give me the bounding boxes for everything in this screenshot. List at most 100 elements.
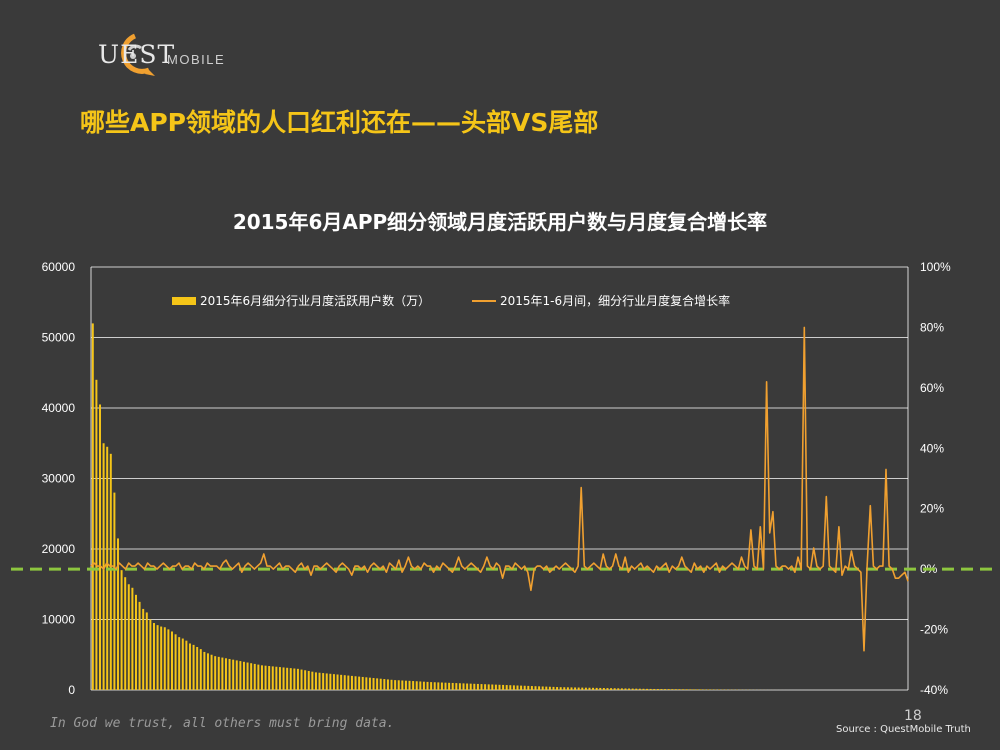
mau-bar xyxy=(350,675,353,690)
mau-bar xyxy=(584,687,587,690)
mau-bar xyxy=(505,685,508,690)
mau-bar xyxy=(617,688,620,690)
mau-bar xyxy=(188,643,191,690)
mau-bar xyxy=(653,688,656,690)
mau-bar xyxy=(91,323,94,690)
mau-bar xyxy=(437,682,440,690)
mau-bar xyxy=(386,679,389,690)
mau-bar xyxy=(419,681,422,690)
mau-bar xyxy=(368,677,371,690)
mau-bar xyxy=(422,681,425,690)
mau-bar xyxy=(498,684,501,690)
mau-bar xyxy=(466,683,469,690)
y-right-tick-label: 80% xyxy=(920,320,944,334)
mau-bar xyxy=(444,682,447,690)
mau-bar xyxy=(174,634,177,690)
growth-rate-line xyxy=(90,326,909,652)
mau-bar xyxy=(318,672,321,690)
y-right-tick-label: 20% xyxy=(920,502,944,516)
mau-bar xyxy=(372,678,375,690)
mau-bar xyxy=(534,686,537,690)
mau-bar xyxy=(664,689,667,690)
mau-bar xyxy=(678,689,681,690)
mau-bar xyxy=(628,688,631,690)
y-left-tick-label: 30000 xyxy=(42,472,76,486)
mau-bar xyxy=(293,668,296,690)
mau-bar xyxy=(160,626,163,690)
logo-wordmark: UEST xyxy=(98,40,176,69)
mau-bar xyxy=(343,675,346,690)
mau-bar xyxy=(401,680,404,690)
mau-bar xyxy=(221,657,224,690)
mau-bar xyxy=(700,689,703,690)
mau-bar xyxy=(185,640,188,690)
mau-bar xyxy=(462,683,465,690)
page-title: 哪些APP领域的人口红利还在——头部VS尾部 xyxy=(80,108,599,137)
mau-bar xyxy=(264,665,267,690)
mau-bar xyxy=(430,682,433,690)
mau-bar xyxy=(674,689,677,690)
mau-bar xyxy=(642,688,645,690)
mau-bar xyxy=(689,689,692,690)
mau-bar xyxy=(692,689,695,690)
mau-bar xyxy=(624,688,627,690)
mau-bar xyxy=(181,638,184,690)
mau-bar xyxy=(613,688,616,690)
mau-bar xyxy=(149,619,152,690)
mau-bar xyxy=(559,687,562,690)
mau-bar xyxy=(347,675,350,690)
mau-bar xyxy=(206,653,209,690)
mau-bar xyxy=(210,654,213,690)
mau-bar xyxy=(682,689,685,690)
mau-bar xyxy=(235,660,238,690)
mau-bar xyxy=(268,666,271,690)
mau-bar xyxy=(530,686,533,690)
mau-bar xyxy=(516,685,519,690)
mau-bar xyxy=(340,674,343,690)
mau-bar xyxy=(329,673,332,690)
mau-bar xyxy=(242,661,245,690)
mau-bar xyxy=(610,688,613,690)
mau-bar xyxy=(620,688,623,690)
mau-bar xyxy=(307,670,310,690)
mau-bar xyxy=(260,665,263,690)
mau-bar xyxy=(134,594,137,690)
mau-bar xyxy=(656,689,659,690)
mau-bar xyxy=(502,684,505,690)
mau-bar xyxy=(509,685,512,690)
mau-bar xyxy=(138,601,141,690)
mau-bar xyxy=(476,683,479,690)
mau-bar xyxy=(325,673,328,690)
mau-bar xyxy=(271,666,274,690)
mau-bar xyxy=(512,685,515,690)
mau-bar xyxy=(397,680,400,690)
mau-bar xyxy=(120,570,123,690)
mau-bar xyxy=(563,687,566,690)
mau-bar xyxy=(685,689,688,690)
mau-bar xyxy=(671,689,674,690)
y-right-tick-label: 40% xyxy=(920,441,944,455)
mau-bar xyxy=(404,680,407,690)
mau-bar xyxy=(415,681,418,690)
mau-bar xyxy=(296,668,299,690)
mau-bar xyxy=(253,663,256,690)
mau-bar xyxy=(703,689,706,690)
mau-bar xyxy=(365,677,368,690)
questmobile-logo-icon xyxy=(121,33,155,76)
mau-bar xyxy=(145,612,148,690)
mau-bar xyxy=(455,683,458,690)
mau-bar xyxy=(599,687,602,690)
mau-bar xyxy=(487,684,490,690)
mau-bar xyxy=(494,684,497,690)
mau-bar xyxy=(311,671,314,690)
mau-bar xyxy=(300,669,303,690)
mau-bar xyxy=(282,667,285,690)
mau-bar xyxy=(178,637,181,690)
mau-bar xyxy=(581,687,584,690)
y-right-tick-label: 60% xyxy=(920,381,944,395)
y-left-tick-label: 0 xyxy=(68,683,75,697)
mau-bar xyxy=(224,658,227,690)
mau-bar xyxy=(548,686,551,690)
mau-bar xyxy=(163,627,166,690)
mau-bar xyxy=(109,453,112,690)
